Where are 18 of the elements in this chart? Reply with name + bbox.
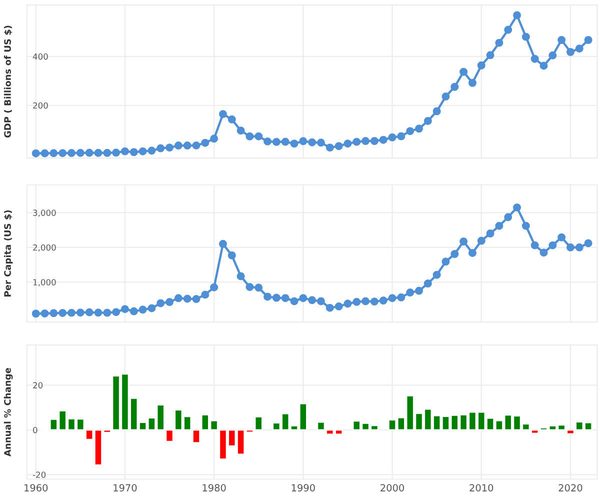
y-tick-label: 200 bbox=[33, 102, 48, 109]
x-tick-label: 2010 bbox=[470, 484, 494, 492]
x-tick-label: 1990 bbox=[292, 484, 315, 492]
y-tick-label: -20 bbox=[32, 472, 46, 478]
y-tick-label: 1,000 bbox=[33, 279, 56, 286]
y-tick-label: 400 bbox=[32, 53, 48, 60]
x-tick-label: 2000 bbox=[380, 484, 404, 492]
y-tick-label: 20 bbox=[33, 382, 43, 388]
y-tick-label: 0 bbox=[33, 426, 38, 434]
x-tick-label: 1980 bbox=[202, 484, 226, 492]
y-tick-label: 3,000 bbox=[33, 210, 56, 217]
y-tick-label: 2,000 bbox=[33, 244, 56, 252]
x-tick-label: 2020 bbox=[558, 484, 582, 492]
x-tick-label: 1970 bbox=[114, 484, 137, 492]
y-axis-title: Per Capita (US $) bbox=[4, 210, 13, 296]
y-axis-title: GDP ( Billions of US $) bbox=[4, 26, 12, 138]
y-axis-title: Annual % Change bbox=[4, 368, 13, 456]
x-tick-label: 1960 bbox=[24, 484, 48, 492]
